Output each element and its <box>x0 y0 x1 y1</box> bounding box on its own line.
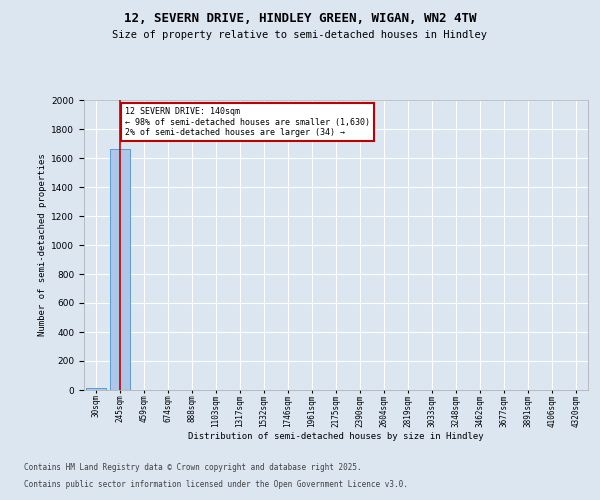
Bar <box>110 148 130 390</box>
Text: 12 SEVERN DRIVE: 140sqm
← 98% of semi-detached houses are smaller (1,630)
2% of : 12 SEVERN DRIVE: 140sqm ← 98% of semi-de… <box>125 108 370 137</box>
Y-axis label: Number of semi-detached properties: Number of semi-detached properties <box>38 154 47 336</box>
X-axis label: Distribution of semi-detached houses by size in Hindley: Distribution of semi-detached houses by … <box>188 432 484 441</box>
Bar <box>86 388 106 390</box>
Text: 12, SEVERN DRIVE, HINDLEY GREEN, WIGAN, WN2 4TW: 12, SEVERN DRIVE, HINDLEY GREEN, WIGAN, … <box>124 12 476 26</box>
Text: Size of property relative to semi-detached houses in Hindley: Size of property relative to semi-detach… <box>113 30 487 40</box>
Text: Contains public sector information licensed under the Open Government Licence v3: Contains public sector information licen… <box>24 480 408 489</box>
Text: Contains HM Land Registry data © Crown copyright and database right 2025.: Contains HM Land Registry data © Crown c… <box>24 464 362 472</box>
